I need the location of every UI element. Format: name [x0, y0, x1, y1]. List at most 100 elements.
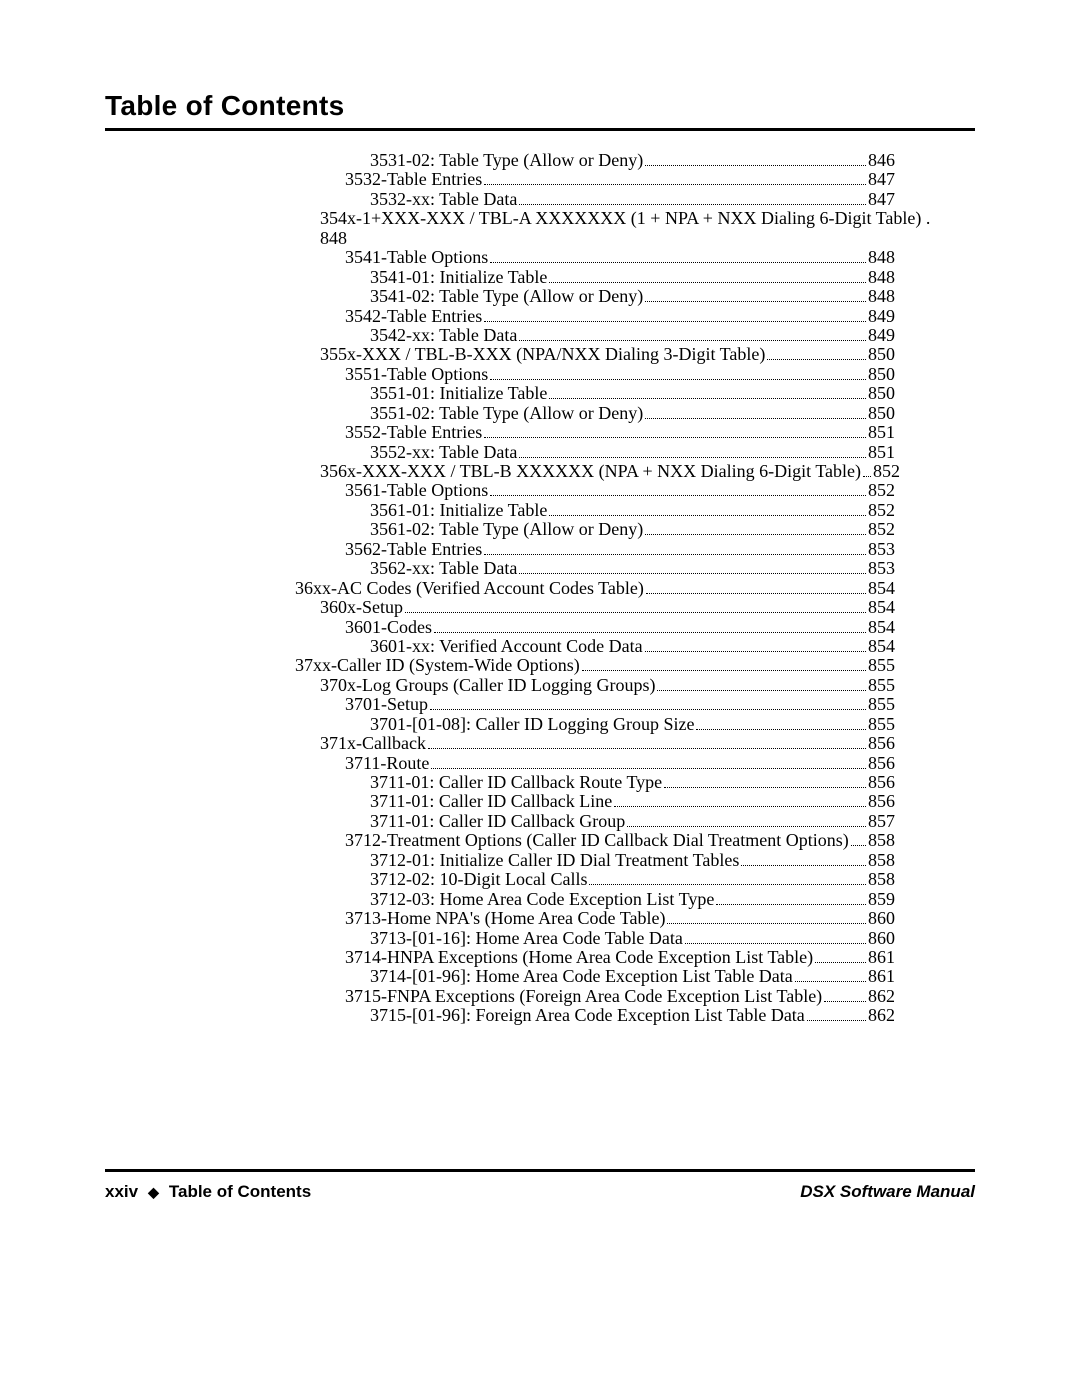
toc-entry: 3713-Home NPA's (Home Area Code Table)86… [295, 909, 895, 928]
toc-leader-dots [431, 757, 866, 769]
toc-entry-label: 3712-03: Home Area Code Exception List T… [370, 890, 714, 909]
toc-leader-dots [767, 349, 866, 361]
toc-entry-page: 848 [868, 287, 895, 306]
toc-entry: 3542-xx: Table Data849 [295, 326, 895, 345]
toc-entry-page: 861 [868, 967, 895, 986]
toc-entry-page: 855 [868, 656, 895, 675]
diamond-icon: ◆ [148, 1184, 159, 1201]
toc-entry: 3551-Table Options850 [295, 365, 895, 384]
toc-entry-page: 855 [868, 715, 895, 734]
toc-entry-label: 3711-01: Caller ID Callback Route Type [370, 773, 662, 792]
toc-entry-page: 847 [868, 190, 895, 209]
toc-leader-dots [667, 912, 866, 924]
toc-entry-label: 37xx-Caller ID (System-Wide Options) [295, 656, 580, 675]
toc-entry-page: 849 [868, 326, 895, 345]
toc-leader-dots [645, 640, 866, 652]
toc-entry-label: 3711-Route [345, 754, 429, 773]
toc-leader-dots [490, 368, 866, 380]
toc-entry-label: 356x-XXX-XXX / TBL-B XXXXXX (NPA + NXX D… [320, 462, 861, 481]
toc-entry: 3531-02: Table Type (Allow or Deny)846 [295, 151, 895, 170]
toc-entry-page: 854 [868, 637, 895, 656]
toc-entry: 3562-Table Entries853 [295, 540, 895, 559]
toc-entry: 3541-02: Table Type (Allow or Deny) 848 [295, 287, 895, 306]
toc-entry-label: 3562-xx: Table Data [370, 559, 517, 578]
toc-entry-page: 854 [868, 618, 895, 637]
toc-entry-page: 852 [868, 501, 895, 520]
toc-entry-label: 3714-[01-96]: Home Area Code Exception L… [370, 967, 793, 986]
toc-entry-page: 847 [868, 170, 895, 189]
toc-leader-dots [614, 796, 866, 808]
toc-entry-label: 3711-01: Caller ID Callback Group [370, 812, 625, 831]
toc-entry-page: 854 [868, 579, 895, 598]
toc-leader-dots [716, 893, 866, 905]
footer-row: xxiv ◆ Table of Contents DSX Software Ma… [105, 1182, 975, 1202]
toc-entry: 3551-01: Initialize Table850 [295, 384, 895, 403]
page-footer: xxiv ◆ Table of Contents DSX Software Ma… [105, 1169, 975, 1202]
toc-entry-label: 3551-01: Initialize Table [370, 384, 547, 403]
toc-leader-dots [519, 329, 866, 341]
toc-leader-dots [627, 815, 866, 827]
toc-entry-label: 3715-FNPA Exceptions (Foreign Area Code … [345, 987, 822, 1006]
toc-entry-label: 3531-02: Table Type (Allow or Deny) [370, 151, 643, 170]
toc-entry: 3551-02: Table Type (Allow or Deny)850 [295, 404, 895, 423]
toc-entry: 3713-[01-16]: Home Area Code Table Data8… [295, 929, 895, 948]
toc-leader-dots [519, 562, 866, 574]
toc-entry-label: 3714-HNPA Exceptions (Home Area Code Exc… [345, 948, 813, 967]
toc-entry: 3714-[01-96]: Home Area Code Exception L… [295, 967, 895, 986]
toc-leader-dots [549, 504, 866, 516]
toc-entry-label: 3701-[01-08]: Caller ID Logging Group Si… [370, 715, 694, 734]
toc-entry-label: 3551-Table Options [345, 365, 488, 384]
toc-entry-label: 3541-02: Table Type (Allow or Deny) [370, 287, 643, 306]
toc-leader-dots [549, 387, 866, 399]
toc-entry-label: 354x-1+XXX-XXX / TBL-A XXXXXXX (1 + NPA … [320, 209, 930, 228]
toc-entry: 3712-03: Home Area Code Exception List T… [295, 890, 895, 909]
toc-entry: 370x-Log Groups (Caller ID Logging Group… [295, 676, 895, 695]
toc-leader-dots [484, 426, 866, 438]
toc-leader-dots [434, 621, 866, 633]
toc-entry-page: 850 [868, 404, 895, 423]
toc-entry-page: 848 [868, 248, 895, 267]
toc-entry-page: 856 [868, 754, 895, 773]
toc-entry: 3715-FNPA Exceptions (Foreign Area Code … [295, 987, 895, 1006]
toc-entry-page: 852 [868, 520, 895, 539]
toc-leader-dots [685, 932, 866, 944]
toc-leader-dots [519, 193, 866, 205]
toc-entry: 3561-02: Table Type (Allow or Deny)852 [295, 520, 895, 539]
footer-section: Table of Contents [169, 1182, 311, 1202]
toc-leader-dots [645, 524, 866, 536]
toc-entry: 354x-1+XXX-XXX / TBL-A XXXXXXX (1 + NPA … [295, 209, 895, 228]
toc-entry-label: 848 [320, 229, 347, 248]
toc-entry-page: 856 [868, 773, 895, 792]
toc-leader-dots [589, 873, 866, 885]
title-rule [105, 128, 975, 131]
footer-manual: DSX Software Manual [800, 1182, 975, 1202]
toc-entry-label: 3541-Table Options [345, 248, 488, 267]
toc-entry-label: 3561-Table Options [345, 481, 488, 500]
toc-leader-dots [484, 543, 866, 555]
toc-leader-dots [428, 737, 866, 749]
toc-entry-label: 3711-01: Caller ID Callback Line [370, 792, 612, 811]
toc-entry-label: 3712-01: Initialize Caller ID Dial Treat… [370, 851, 739, 870]
toc-entry: 3701-Setup 855 [295, 695, 895, 714]
toc-entry: 3532-xx: Table Data847 [295, 190, 895, 209]
toc-entry-label: 3701-Setup [345, 695, 428, 714]
toc-entry: 3561-Table Options 852 [295, 481, 895, 500]
toc-entry: 3712-01: Initialize Caller ID Dial Treat… [295, 851, 895, 870]
footer-page-number: xxiv [105, 1182, 138, 1202]
toc-entry: 3601-xx: Verified Account Code Data854 [295, 637, 895, 656]
toc-entry-page: 859 [868, 890, 895, 909]
toc-leader-dots [645, 407, 866, 419]
toc-entry-page: 852 [868, 481, 895, 500]
toc-entry-label: 3712-Treatment Options (Caller ID Callba… [345, 831, 849, 850]
toc-entry: 355x-XXX / TBL-B-XXX (NPA/NXX Dialing 3-… [295, 345, 895, 364]
toc-entry-label: 3552-Table Entries [345, 423, 482, 442]
toc-entry-label: 3532-Table Entries [345, 170, 482, 189]
toc-leader-dots [851, 835, 866, 847]
toc-entry: 3561-01: Initialize Table852 [295, 501, 895, 520]
toc-entry: 3711-Route 856 [295, 754, 895, 773]
toc-entry-page: 855 [868, 676, 895, 695]
toc-leader-dots [582, 660, 866, 672]
toc-entry: 360x-Setup854 [295, 598, 895, 617]
toc-entry-page: 855 [868, 695, 895, 714]
toc-entry-label: 3712-02: 10-Digit Local Calls [370, 870, 587, 889]
